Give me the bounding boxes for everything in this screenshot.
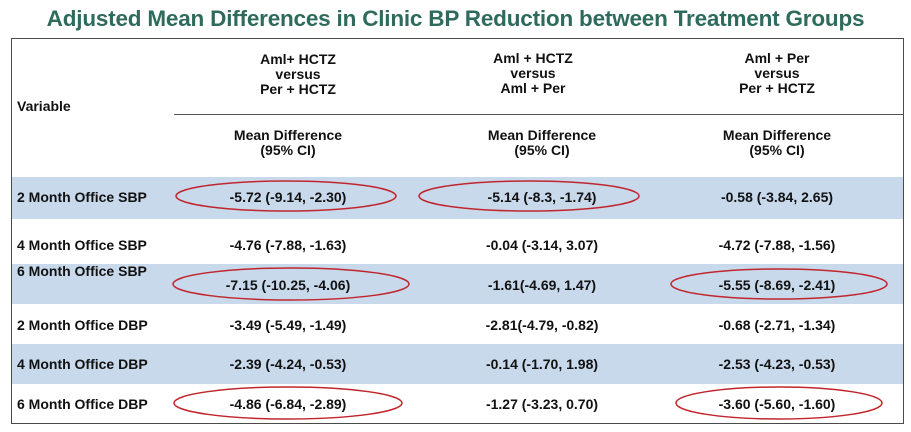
cell-value: -5.55 (-8.69, -2.41)	[718, 277, 836, 293]
cell-value: -5.14 (-8.3, -1.74)	[487, 189, 597, 205]
group-header-line: versus	[275, 66, 321, 82]
subheader-1: Mean Difference (95% CI)	[170, 128, 406, 158]
table-row-bg	[12, 344, 903, 384]
cell-value: -3.60 (-5.60, -1.60)	[718, 396, 836, 412]
cell-value: -0.14 (-1.70, 1.98)	[485, 356, 599, 372]
row-label: 6 Month Office SBP	[17, 263, 147, 279]
cell-value: -2.53 (-4.23, -0.53)	[718, 356, 836, 372]
cell-value: -3.49 (-5.49, -1.49)	[229, 317, 347, 333]
cell-value: -0.68 (-2.71, -1.34)	[718, 317, 836, 333]
cell-value: -4.86 (-6.84, -2.89)	[229, 396, 347, 412]
cell-value: -0.58 (-3.84, 2.65)	[720, 189, 834, 205]
variable-column-header: Variable	[17, 98, 71, 114]
subheader-3: Mean Difference (95% CI)	[659, 128, 895, 158]
group-header-line: Aml + HCTZ	[493, 50, 573, 66]
cell-value: -1.61(-4.69, 1.47)	[487, 277, 597, 293]
cell-value: -0.04 (-3.14, 3.07)	[485, 237, 599, 253]
group-header-2: Aml + HCTZ versus Aml + Per	[415, 51, 651, 96]
group-header-line: Aml+ HCTZ	[260, 51, 336, 67]
subheader-line: Mean Difference	[487, 127, 597, 143]
row-label: 6 Month Office DBP	[17, 396, 148, 412]
subheader-line: Mean Difference	[722, 127, 832, 143]
group-header-3: Aml + Per versus Per + HCTZ	[659, 51, 895, 96]
subheader-line: (95% CI)	[749, 142, 805, 158]
row-label: 4 Month Office SBP	[17, 237, 147, 253]
cell-value: -5.72 (-9.14, -2.30)	[229, 189, 347, 205]
cell-value: -1.27 (-3.23, 0.70)	[485, 396, 599, 412]
subheader-line: (95% CI)	[260, 142, 316, 158]
group-header-line: versus	[510, 65, 556, 81]
group-header-line: Per + HCTZ	[260, 81, 336, 97]
subheader-line: Mean Difference	[233, 127, 343, 143]
cell-value: -2.81(-4.79, -0.82)	[485, 317, 599, 333]
cell-value: -7.15 (-10.25, -4.06)	[225, 277, 351, 293]
row-label: 2 Month Office DBP	[17, 317, 148, 333]
subheader-2: Mean Difference (95% CI)	[424, 128, 660, 158]
group-header-line: Aml + Per	[744, 50, 810, 66]
row-label: 2 Month Office SBP	[17, 189, 147, 205]
group-header-1: Aml+ HCTZ versus Per + HCTZ	[180, 52, 416, 97]
results-table-frame	[11, 38, 904, 424]
group-header-line: Aml + Per	[500, 80, 566, 96]
cell-value: -4.72 (-7.88, -1.56)	[718, 237, 836, 253]
group-header-line: Per + HCTZ	[739, 80, 815, 96]
group-header-line: versus	[754, 65, 800, 81]
page-title: Adjusted Mean Differences in Clinic BP R…	[46, 6, 865, 31]
row-label: 4 Month Office DBP	[17, 356, 148, 372]
subheader-line: (95% CI)	[514, 142, 570, 158]
cell-value: -4.76 (-7.88, -1.63)	[229, 237, 347, 253]
header-divider	[174, 114, 904, 115]
cell-value: -2.39 (-4.24, -0.53)	[229, 356, 347, 372]
